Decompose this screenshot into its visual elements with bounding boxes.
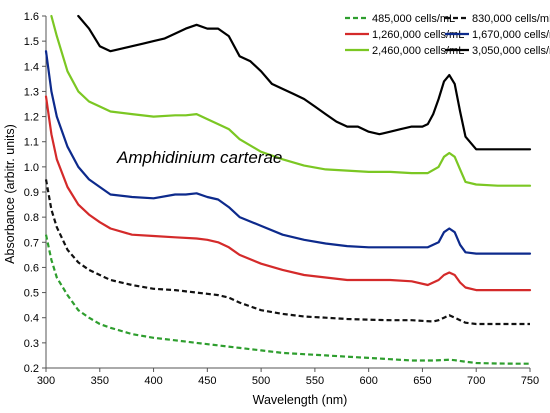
legend-label: 1,260,000 cells/mL <box>372 29 464 41</box>
series-line-3 <box>44 95 532 292</box>
y-tick-label: 0.4 <box>24 313 39 325</box>
x-tick-label: 300 <box>37 375 55 387</box>
series-line-2 <box>44 179 530 326</box>
y-tick-label: 0.7 <box>24 237 39 249</box>
x-ticks: 300 350 400 450 500 550 600 650 700 750 <box>37 368 539 387</box>
species-annotation: Amphidinium carterae <box>116 148 282 167</box>
y-tick-label: 1.2 <box>24 112 39 124</box>
y-tick-label: 0.5 <box>24 288 39 300</box>
x-tick-label: 750 <box>521 375 539 387</box>
x-tick-label: 450 <box>198 375 216 387</box>
y-tick-label: 1.5 <box>24 36 39 48</box>
legend-label: 830,000 cells/mL <box>472 13 550 25</box>
y-tick-label: 1.4 <box>24 61 39 73</box>
x-tick-label: 600 <box>359 375 377 387</box>
y-tick-label: 0.6 <box>24 262 39 274</box>
y-tick-label: 1.1 <box>24 137 39 149</box>
y-axis-title: Absorbance (arbitr. units) <box>3 124 17 264</box>
legend-label: 1,670,000 cells/mL <box>472 29 550 41</box>
plot-area: 300 350 400 450 500 550 600 650 700 750 0.2 0.3 0.4… <box>24 11 539 387</box>
y-tick-label: 0.9 <box>24 187 39 199</box>
x-tick-label: 350 <box>91 375 109 387</box>
legend: 485,000 cells/mL 830,000 cells/mL 1,260,00… <box>345 13 550 57</box>
legend-label: 485,000 cells/mL <box>372 13 455 25</box>
series-line-5 <box>50 14 532 187</box>
x-tick-label: 400 <box>144 375 162 387</box>
series-line-6 <box>77 14 532 151</box>
y-ticks: 0.2 0.3 0.4 0.5 0.6 0.7 0.8 0.9 1.0 1.1 1.2 1.3 1.4 1… <box>24 11 46 375</box>
y-tick-label: 1.0 <box>24 162 39 174</box>
x-tick-label: 500 <box>252 375 270 387</box>
legend-label: 3,050,000 cells/mL <box>472 45 550 57</box>
x-tick-label: 650 <box>413 375 431 387</box>
y-tick-label: 0.3 <box>24 338 39 350</box>
legend-label: 2,460,000 cells/mL <box>372 45 464 57</box>
y-tick-label: 1.3 <box>24 86 39 98</box>
y-tick-label: 0.2 <box>24 363 39 375</box>
series-line-4 <box>44 50 532 255</box>
x-tick-label: 700 <box>467 375 485 387</box>
x-tick-label: 550 <box>306 375 324 387</box>
series-line-1 <box>44 234 530 365</box>
series-lines <box>44 14 532 365</box>
y-tick-label: 0.8 <box>24 212 39 224</box>
y-tick-label: 1.6 <box>24 11 39 23</box>
x-axis-title: Wavelength (nm) <box>253 393 348 407</box>
